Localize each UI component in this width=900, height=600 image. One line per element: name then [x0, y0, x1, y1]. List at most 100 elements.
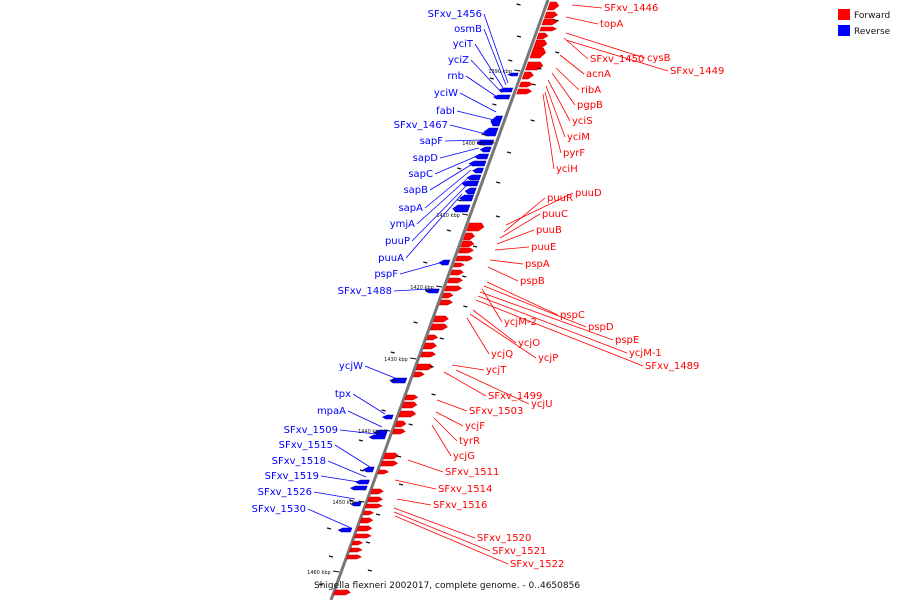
- forward-gene-label[interactable]: puuR: [547, 193, 573, 204]
- reverse-gene-label[interactable]: SFxv_1515: [279, 440, 333, 451]
- forward-gene-label[interactable]: yciM: [567, 132, 590, 143]
- forward-gene-feature: [364, 503, 383, 509]
- forward-gene-label[interactable]: SFxv_1522: [510, 559, 564, 570]
- forward-gene-label[interactable]: pspD: [588, 322, 614, 333]
- forward-gene-label[interactable]: SFxv_1514: [438, 484, 492, 495]
- reverse-gene-label[interactable]: sapB: [403, 185, 428, 196]
- forward-gene-label[interactable]: ycjM-1: [629, 348, 662, 359]
- forward-gene-label[interactable]: puuB: [536, 225, 562, 236]
- forward-gene-label[interactable]: cysB: [647, 53, 671, 64]
- forward-gene-feature: [430, 323, 448, 331]
- forward-gene-label[interactable]: ycjQ: [491, 349, 513, 360]
- reverse-gene-label[interactable]: mpaA: [317, 406, 346, 417]
- forward-gene-label[interactable]: SFxv_1520: [477, 533, 531, 544]
- forward-gene-feature: [439, 299, 453, 306]
- forward-gene-feature: [412, 371, 425, 378]
- forward-leader-line: [494, 246, 530, 251]
- reverse-gene-label[interactable]: SFxv_1456: [428, 9, 482, 20]
- forward-gene-feature: [516, 88, 533, 95]
- reverse-gene-label[interactable]: sapD: [413, 153, 439, 164]
- forward-leader-line: [466, 317, 490, 355]
- legend-forward-swatch: [838, 9, 850, 20]
- forward-gene-feature: [377, 469, 389, 475]
- reverse-gene-label[interactable]: SFxv_1509: [284, 425, 338, 436]
- forward-leader-line: [565, 32, 646, 59]
- forward-leader-line: [431, 424, 452, 457]
- forward-gene-label[interactable]: tyrR: [459, 436, 480, 447]
- tick-mark: [514, 69, 521, 72]
- forward-gene-label[interactable]: ycjT: [486, 365, 507, 376]
- forward-leader-line: [542, 93, 555, 170]
- reverse-gene-label[interactable]: yciT: [453, 39, 474, 50]
- forward-gene-label[interactable]: ycjO: [518, 338, 540, 349]
- reverse-gene-label[interactable]: sapC: [408, 169, 433, 180]
- reverse-gene-feature: [464, 187, 477, 195]
- reverse-gene-feature: [461, 180, 480, 187]
- reverse-leader-line: [334, 444, 371, 468]
- reverse-gene-feature: [472, 167, 484, 174]
- reverse-gene-label[interactable]: osmB: [454, 24, 482, 35]
- forward-gene-label[interactable]: SFxv_1489: [645, 361, 699, 372]
- reverse-gene-label[interactable]: puuP: [385, 236, 410, 247]
- forward-gene-label[interactable]: pspC: [560, 310, 585, 321]
- forward-gene-feature: [380, 460, 398, 467]
- tick-layer: 1390 kbp 1400 kbp 1410 kbp 1420 kbp 1430 kbp…: [307, 69, 521, 576]
- forward-gene-label[interactable]: puuE: [531, 242, 556, 253]
- forward-gene-label[interactable]: acnA: [586, 69, 611, 80]
- forward-gene-label[interactable]: puuC: [542, 209, 568, 220]
- reverse-gene-label[interactable]: ymjA: [390, 219, 415, 230]
- forward-leader-line: [394, 479, 437, 490]
- forward-gene-label[interactable]: ycjP: [538, 353, 558, 364]
- forward-gene-label[interactable]: pspA: [525, 259, 550, 270]
- forward-gene-label[interactable]: SFxv_1499: [488, 391, 542, 402]
- forward-gene-label[interactable]: SFxv_1521: [492, 546, 546, 557]
- reverse-leader-line: [320, 475, 360, 483]
- forward-gene-label[interactable]: SFxv_1449: [670, 66, 724, 77]
- reverse-gene-label[interactable]: SFxv_1488: [338, 286, 392, 297]
- reverse-gene-label[interactable]: SFxv_1526: [258, 487, 312, 498]
- reverse-gene-label[interactable]: rnb: [447, 71, 464, 82]
- forward-gene-label[interactable]: pyrF: [563, 148, 585, 159]
- forward-gene-label[interactable]: ycjM-2: [504, 317, 537, 328]
- minor-feature-dash: [413, 321, 418, 324]
- forward-gene-label[interactable]: SFxv_1516: [433, 500, 487, 511]
- forward-gene-label[interactable]: pspB: [520, 276, 545, 287]
- reverse-gene-label[interactable]: SFxv_1519: [265, 471, 319, 482]
- reverse-gene-label[interactable]: SFxv_1518: [272, 456, 326, 467]
- forward-gene-feature: [351, 540, 364, 546]
- reverse-gene-label[interactable]: yciW: [434, 88, 458, 99]
- forward-gene-feature: [394, 420, 407, 428]
- tick-mark: [462, 213, 469, 216]
- forward-gene-label[interactable]: SFxv_1503: [469, 406, 523, 417]
- reverse-gene-label[interactable]: SFxv_1530: [252, 504, 306, 515]
- forward-gene-label[interactable]: ycjG: [453, 451, 475, 462]
- forward-gene-label[interactable]: ycjU: [531, 399, 553, 410]
- forward-gene-feature: [359, 517, 374, 524]
- forward-gene-label[interactable]: pspE: [615, 335, 639, 346]
- forward-gene-label[interactable]: SFxv_1450: [590, 54, 644, 65]
- reverse-gene-label[interactable]: SFxv_1467: [394, 120, 448, 131]
- forward-gene-label[interactable]: puuD: [575, 188, 602, 199]
- forward-leader-line: [489, 259, 524, 265]
- reverse-gene-label[interactable]: tpx: [335, 389, 351, 400]
- reverse-gene-label[interactable]: pspF: [374, 269, 398, 280]
- reverse-gene-label[interactable]: puuA: [378, 253, 404, 264]
- reverse-gene-label[interactable]: yciZ: [448, 55, 469, 66]
- minor-feature-dash: [398, 483, 404, 486]
- reverse-gene-label[interactable]: sapA: [398, 203, 423, 214]
- forward-gene-label[interactable]: yciS: [572, 116, 593, 127]
- tick-mark: [333, 570, 340, 573]
- forward-gene-label[interactable]: SFxv_1511: [445, 467, 499, 478]
- forward-gene-label[interactable]: yciH: [556, 164, 578, 175]
- forward-gene-label[interactable]: SFxv_1446: [604, 3, 658, 14]
- forward-gene-label[interactable]: ycjF: [465, 421, 485, 432]
- forward-gene-label[interactable]: ribA: [581, 85, 601, 96]
- forward-gene-label[interactable]: topA: [600, 19, 623, 30]
- forward-gene-label[interactable]: pgpB: [577, 100, 603, 111]
- reverse-gene-label[interactable]: ycjW: [339, 361, 363, 372]
- reverse-gene-label[interactable]: sapF: [420, 136, 444, 147]
- reverse-gene-label[interactable]: fabI: [436, 106, 455, 117]
- reverse-gene-feature: [492, 94, 511, 100]
- forward-gene-feature: [536, 32, 549, 40]
- reverse-gene-feature: [373, 429, 389, 436]
